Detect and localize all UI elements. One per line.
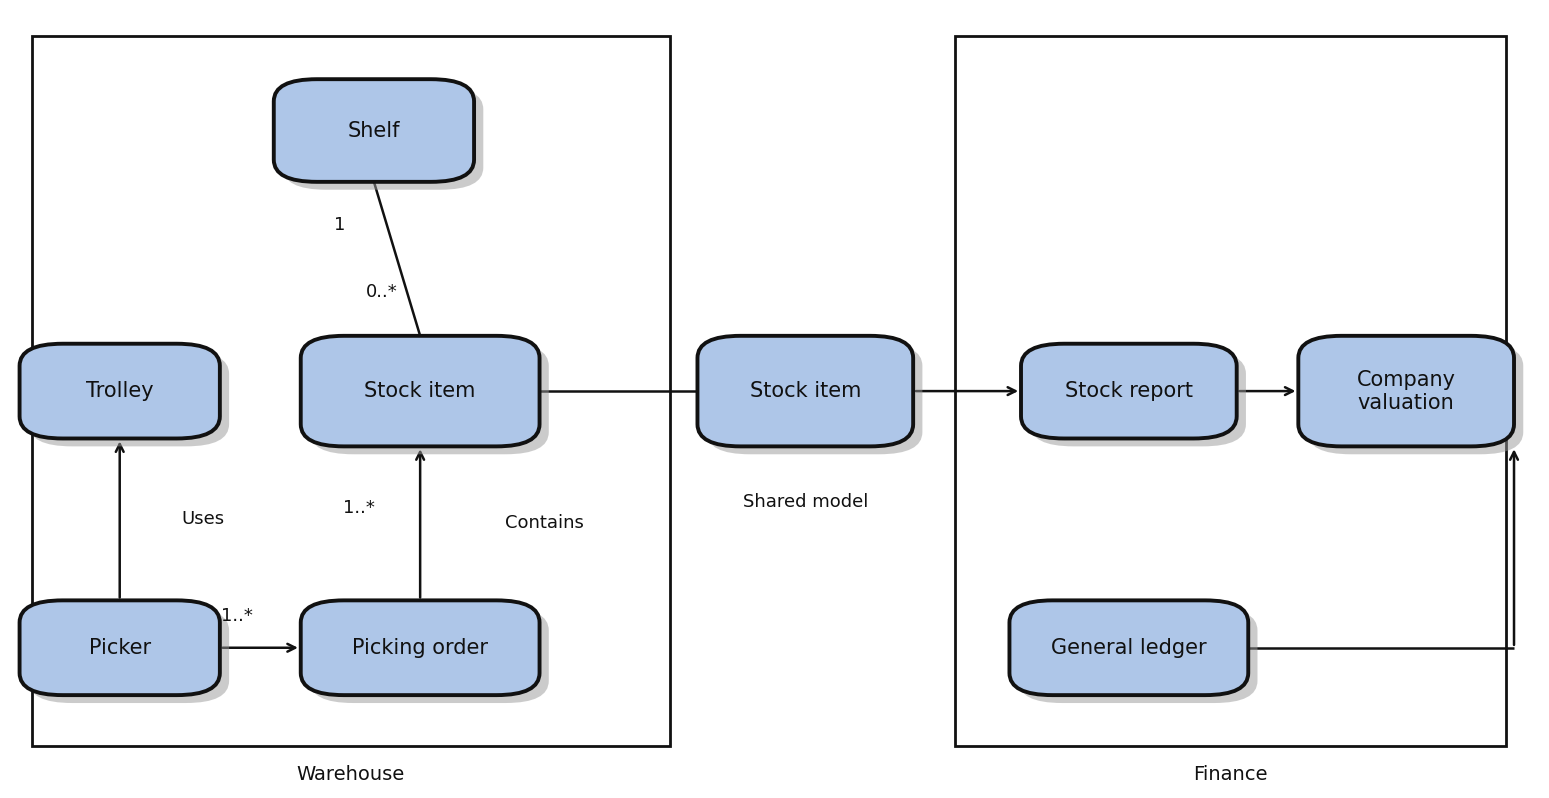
- Bar: [954, 36, 1506, 746]
- Text: 1..*: 1..*: [342, 499, 375, 516]
- Text: Finance: Finance: [1193, 764, 1267, 784]
- Text: Trolley: Trolley: [85, 381, 153, 401]
- FancyBboxPatch shape: [29, 352, 229, 446]
- FancyBboxPatch shape: [1298, 336, 1513, 446]
- Text: Shelf: Shelf: [347, 120, 400, 140]
- FancyBboxPatch shape: [274, 79, 474, 182]
- Text: Company
valuation: Company valuation: [1357, 369, 1456, 413]
- FancyBboxPatch shape: [283, 87, 483, 190]
- FancyBboxPatch shape: [29, 608, 229, 703]
- FancyBboxPatch shape: [706, 344, 922, 454]
- Text: Warehouse: Warehouse: [297, 764, 404, 784]
- Text: 0..*: 0..*: [366, 283, 398, 302]
- FancyBboxPatch shape: [697, 336, 914, 446]
- FancyBboxPatch shape: [1010, 600, 1248, 695]
- FancyBboxPatch shape: [1030, 352, 1245, 446]
- Text: Stock report: Stock report: [1064, 381, 1193, 401]
- FancyBboxPatch shape: [20, 600, 220, 695]
- Text: Contains: Contains: [505, 515, 584, 532]
- FancyBboxPatch shape: [301, 336, 539, 446]
- FancyBboxPatch shape: [20, 344, 220, 438]
- Text: Stock item: Stock item: [750, 381, 861, 401]
- Text: 1: 1: [335, 216, 345, 235]
- Text: General ledger: General ledger: [1052, 638, 1207, 658]
- FancyBboxPatch shape: [1307, 344, 1523, 454]
- Text: Picker: Picker: [88, 638, 150, 658]
- Text: Picking order: Picking order: [352, 638, 488, 658]
- Text: Shared model: Shared model: [742, 492, 867, 511]
- Bar: [33, 36, 669, 746]
- FancyBboxPatch shape: [1019, 608, 1258, 703]
- Text: Stock item: Stock item: [364, 381, 476, 401]
- FancyBboxPatch shape: [301, 600, 539, 695]
- Text: Uses: Uses: [181, 511, 225, 528]
- FancyBboxPatch shape: [310, 344, 548, 454]
- FancyBboxPatch shape: [310, 608, 548, 703]
- FancyBboxPatch shape: [1021, 344, 1236, 438]
- Text: 1..*: 1..*: [222, 607, 252, 625]
